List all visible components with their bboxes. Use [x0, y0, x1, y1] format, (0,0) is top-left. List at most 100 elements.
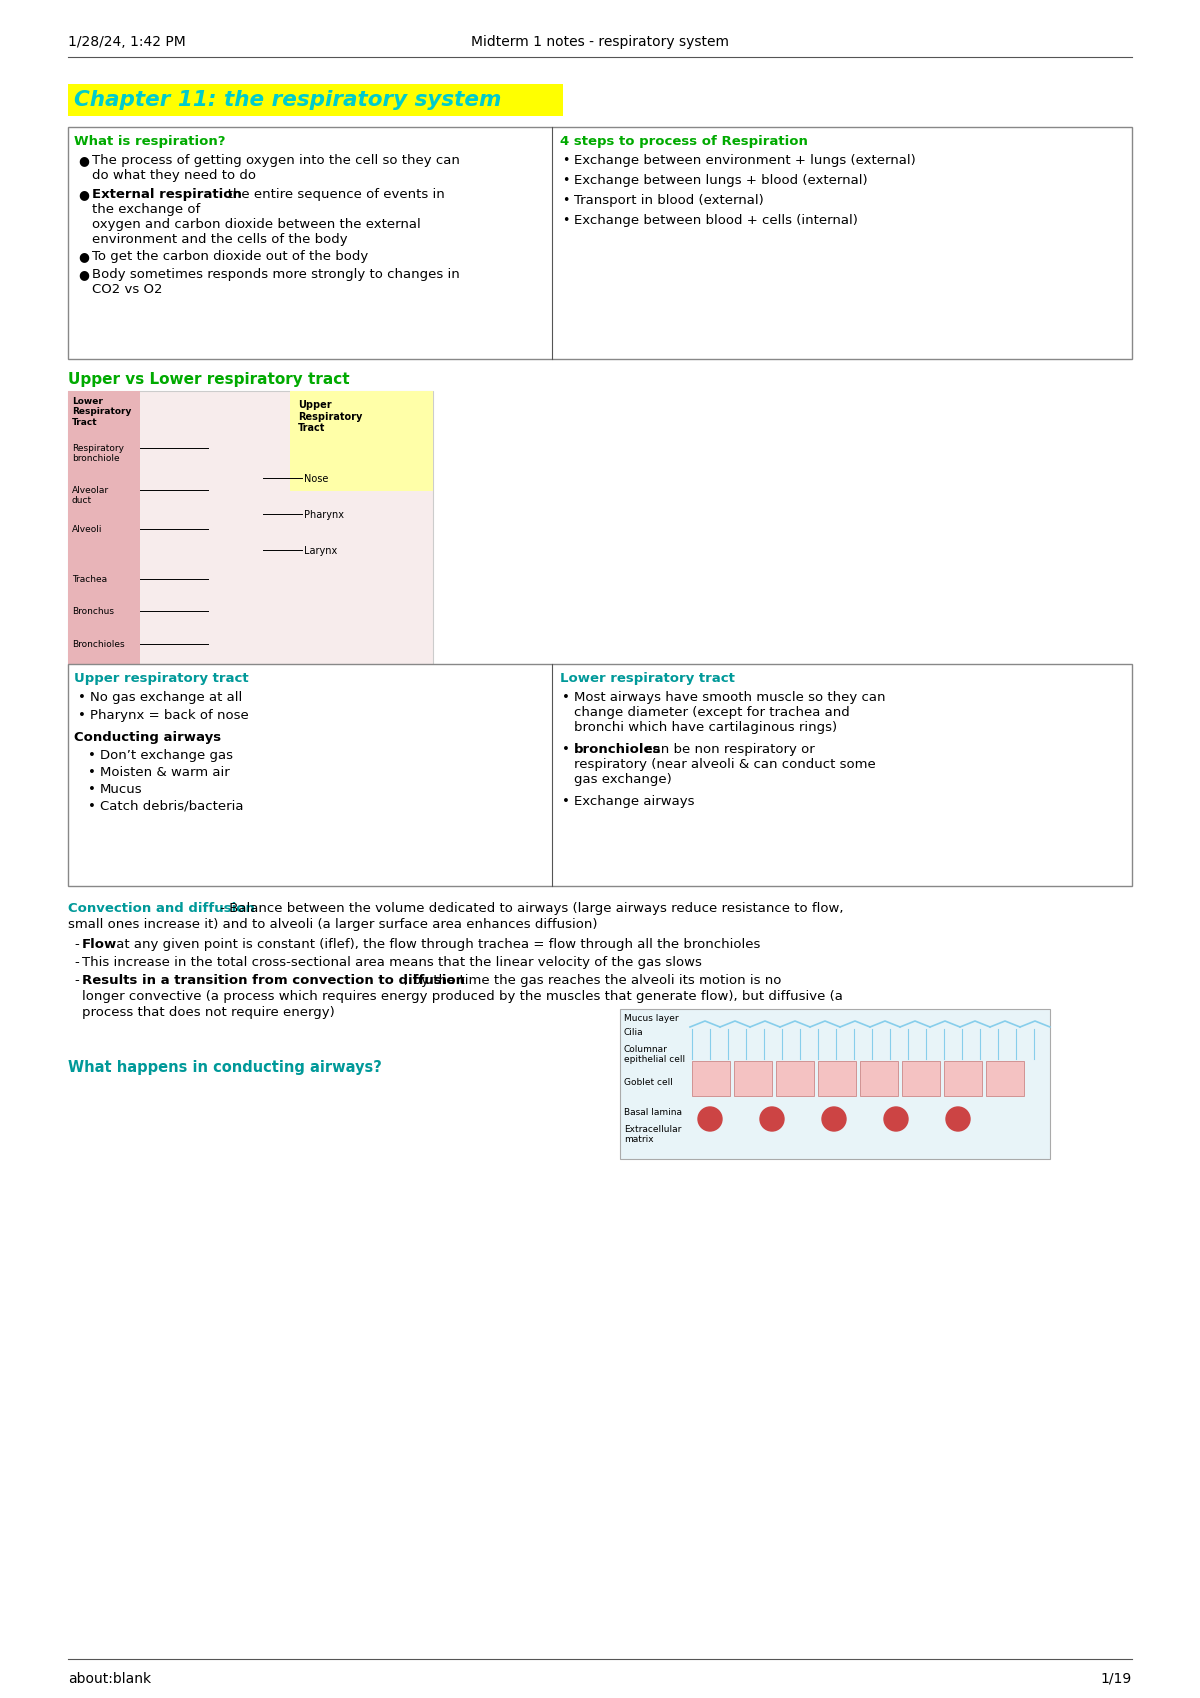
Text: •: • [562, 691, 570, 703]
Circle shape [946, 1107, 970, 1131]
Text: environment and the cells of the body: environment and the cells of the body [92, 233, 348, 246]
Text: CO2 vs O2: CO2 vs O2 [92, 284, 162, 295]
Text: •: • [88, 749, 96, 761]
Text: Larynx: Larynx [304, 545, 337, 555]
Text: Upper respiratory tract: Upper respiratory tract [74, 672, 248, 684]
Bar [68, 392, 140, 667]
Bar [860, 1061, 898, 1097]
Text: Alveolar
duct: Alveolar duct [72, 486, 109, 504]
Text: The process of getting oxygen into the cell so they can: The process of getting oxygen into the c… [92, 155, 460, 166]
Text: can be non respiratory or: can be non respiratory or [641, 742, 815, 756]
Text: Midterm 1 notes - respiratory system: Midterm 1 notes - respiratory system [470, 36, 730, 49]
Bar [818, 1061, 856, 1097]
Text: Bronchus: Bronchus [72, 606, 114, 616]
Text: change diameter (except for trachea and: change diameter (except for trachea and [574, 706, 850, 718]
Text: gas exchange): gas exchange) [574, 773, 672, 786]
Text: Conducting airways: Conducting airways [74, 730, 221, 744]
Text: Basal lamina: Basal lamina [624, 1107, 682, 1116]
Text: the exchange of: the exchange of [92, 202, 200, 216]
Text: -: - [74, 956, 79, 968]
Text: ●: ● [78, 155, 89, 166]
Text: •: • [78, 691, 86, 703]
Circle shape [822, 1107, 846, 1131]
Bar [944, 1061, 982, 1097]
Text: •: • [88, 800, 96, 813]
Text: •: • [562, 795, 570, 808]
Text: small ones increase it) and to alveoli (a larger surface area enhances diffusion: small ones increase it) and to alveoli (… [68, 917, 598, 931]
Text: Don’t exchange gas: Don’t exchange gas [100, 749, 233, 761]
Text: Catch debris/bacteria: Catch debris/bacteria [100, 800, 244, 813]
Text: Trachea: Trachea [72, 574, 107, 584]
Text: 1/19: 1/19 [1100, 1671, 1132, 1684]
Bar [68, 392, 433, 667]
Text: Nose: Nose [304, 474, 329, 484]
Text: -: - [74, 973, 79, 987]
Bar [986, 1061, 1024, 1097]
Text: bronchi which have cartilaginous rings): bronchi which have cartilaginous rings) [574, 720, 838, 734]
Text: at any given point is constant (iflef), the flow through trachea = flow through : at any given point is constant (iflef), … [112, 937, 761, 951]
Bar [620, 1009, 1050, 1160]
Text: Respiratory
bronchiole: Respiratory bronchiole [72, 443, 124, 464]
Text: Upper vs Lower respiratory tract: Upper vs Lower respiratory tract [68, 372, 349, 387]
Bar [68, 664, 1132, 886]
Bar [734, 1061, 772, 1097]
Text: Mucus: Mucus [100, 783, 143, 796]
Text: Exchange airways: Exchange airways [574, 795, 695, 808]
Text: •: • [562, 173, 569, 187]
Text: : the entire sequence of events in: : the entire sequence of events in [220, 188, 445, 200]
Text: Pharynx: Pharynx [304, 509, 344, 520]
Text: To get the carbon dioxide out of the body: To get the carbon dioxide out of the bod… [92, 250, 368, 263]
Bar [776, 1061, 814, 1097]
Text: This increase in the total cross-sectional area means that the linear velocity o: This increase in the total cross-section… [82, 956, 702, 968]
Text: Columnar
epithelial cell: Columnar epithelial cell [624, 1044, 685, 1063]
Text: •: • [78, 708, 86, 722]
Text: Flow: Flow [82, 937, 118, 951]
Bar [68, 85, 563, 117]
Text: •: • [562, 742, 570, 756]
Text: ; by the time the gas reaches the alveoli its motion is no: ; by the time the gas reaches the alveol… [404, 973, 781, 987]
Text: ●: ● [78, 268, 89, 280]
Text: Goblet cell: Goblet cell [624, 1077, 673, 1087]
Text: do what they need to do: do what they need to do [92, 168, 256, 182]
Text: •: • [88, 783, 96, 796]
Text: •: • [562, 155, 569, 166]
Text: Lower respiratory tract: Lower respiratory tract [560, 672, 734, 684]
Text: Extracellular
matrix: Extracellular matrix [624, 1124, 682, 1144]
Text: Convection and diffusion: Convection and diffusion [68, 902, 254, 915]
Text: Results in a transition from convection to diffusion: Results in a transition from convection … [82, 973, 466, 987]
Text: •: • [88, 766, 96, 779]
Text: What happens in conducting airways?: What happens in conducting airways? [68, 1060, 382, 1075]
Bar [902, 1061, 940, 1097]
Bar [68, 127, 1132, 360]
Text: Transport in blood (external): Transport in blood (external) [574, 194, 763, 207]
Text: •: • [562, 194, 569, 207]
Text: •: • [562, 214, 569, 228]
Text: What is respiration?: What is respiration? [74, 134, 226, 148]
Text: ●: ● [78, 188, 89, 200]
Bar [290, 392, 433, 492]
Text: Bronchioles: Bronchioles [72, 640, 125, 649]
Text: about:blank: about:blank [68, 1671, 151, 1684]
Circle shape [884, 1107, 908, 1131]
Text: 4 steps to process of Respiration: 4 steps to process of Respiration [560, 134, 808, 148]
Text: Upper
Respiratory
Tract: Upper Respiratory Tract [298, 399, 362, 433]
Text: External respiration: External respiration [92, 188, 242, 200]
Text: - Balance between the volume dedicated to airways (large airways reduce resistan: - Balance between the volume dedicated t… [216, 902, 844, 915]
Text: bronchioles: bronchioles [574, 742, 661, 756]
Text: Pharynx = back of nose: Pharynx = back of nose [90, 708, 248, 722]
Text: Chapter 11: the respiratory system: Chapter 11: the respiratory system [74, 90, 502, 110]
Text: Exchange between lungs + blood (external): Exchange between lungs + blood (external… [574, 173, 868, 187]
Text: respiratory (near alveoli & can conduct some: respiratory (near alveoli & can conduct … [574, 757, 876, 771]
Text: Alveoli: Alveoli [72, 525, 102, 533]
Text: ●: ● [78, 250, 89, 263]
Text: process that does not require energy): process that does not require energy) [82, 1005, 335, 1019]
Text: Mucus layer: Mucus layer [624, 1014, 679, 1022]
Text: -: - [74, 937, 79, 951]
Text: Exchange between blood + cells (internal): Exchange between blood + cells (internal… [574, 214, 858, 228]
Text: Exchange between environment + lungs (external): Exchange between environment + lungs (ex… [574, 155, 916, 166]
Text: 1/28/24, 1:42 PM: 1/28/24, 1:42 PM [68, 36, 186, 49]
Text: longer convective (a process which requires energy produced by the muscles that : longer convective (a process which requi… [82, 990, 842, 1002]
Text: Lower
Respiratory
Tract: Lower Respiratory Tract [72, 397, 131, 426]
Circle shape [698, 1107, 722, 1131]
Circle shape [760, 1107, 784, 1131]
